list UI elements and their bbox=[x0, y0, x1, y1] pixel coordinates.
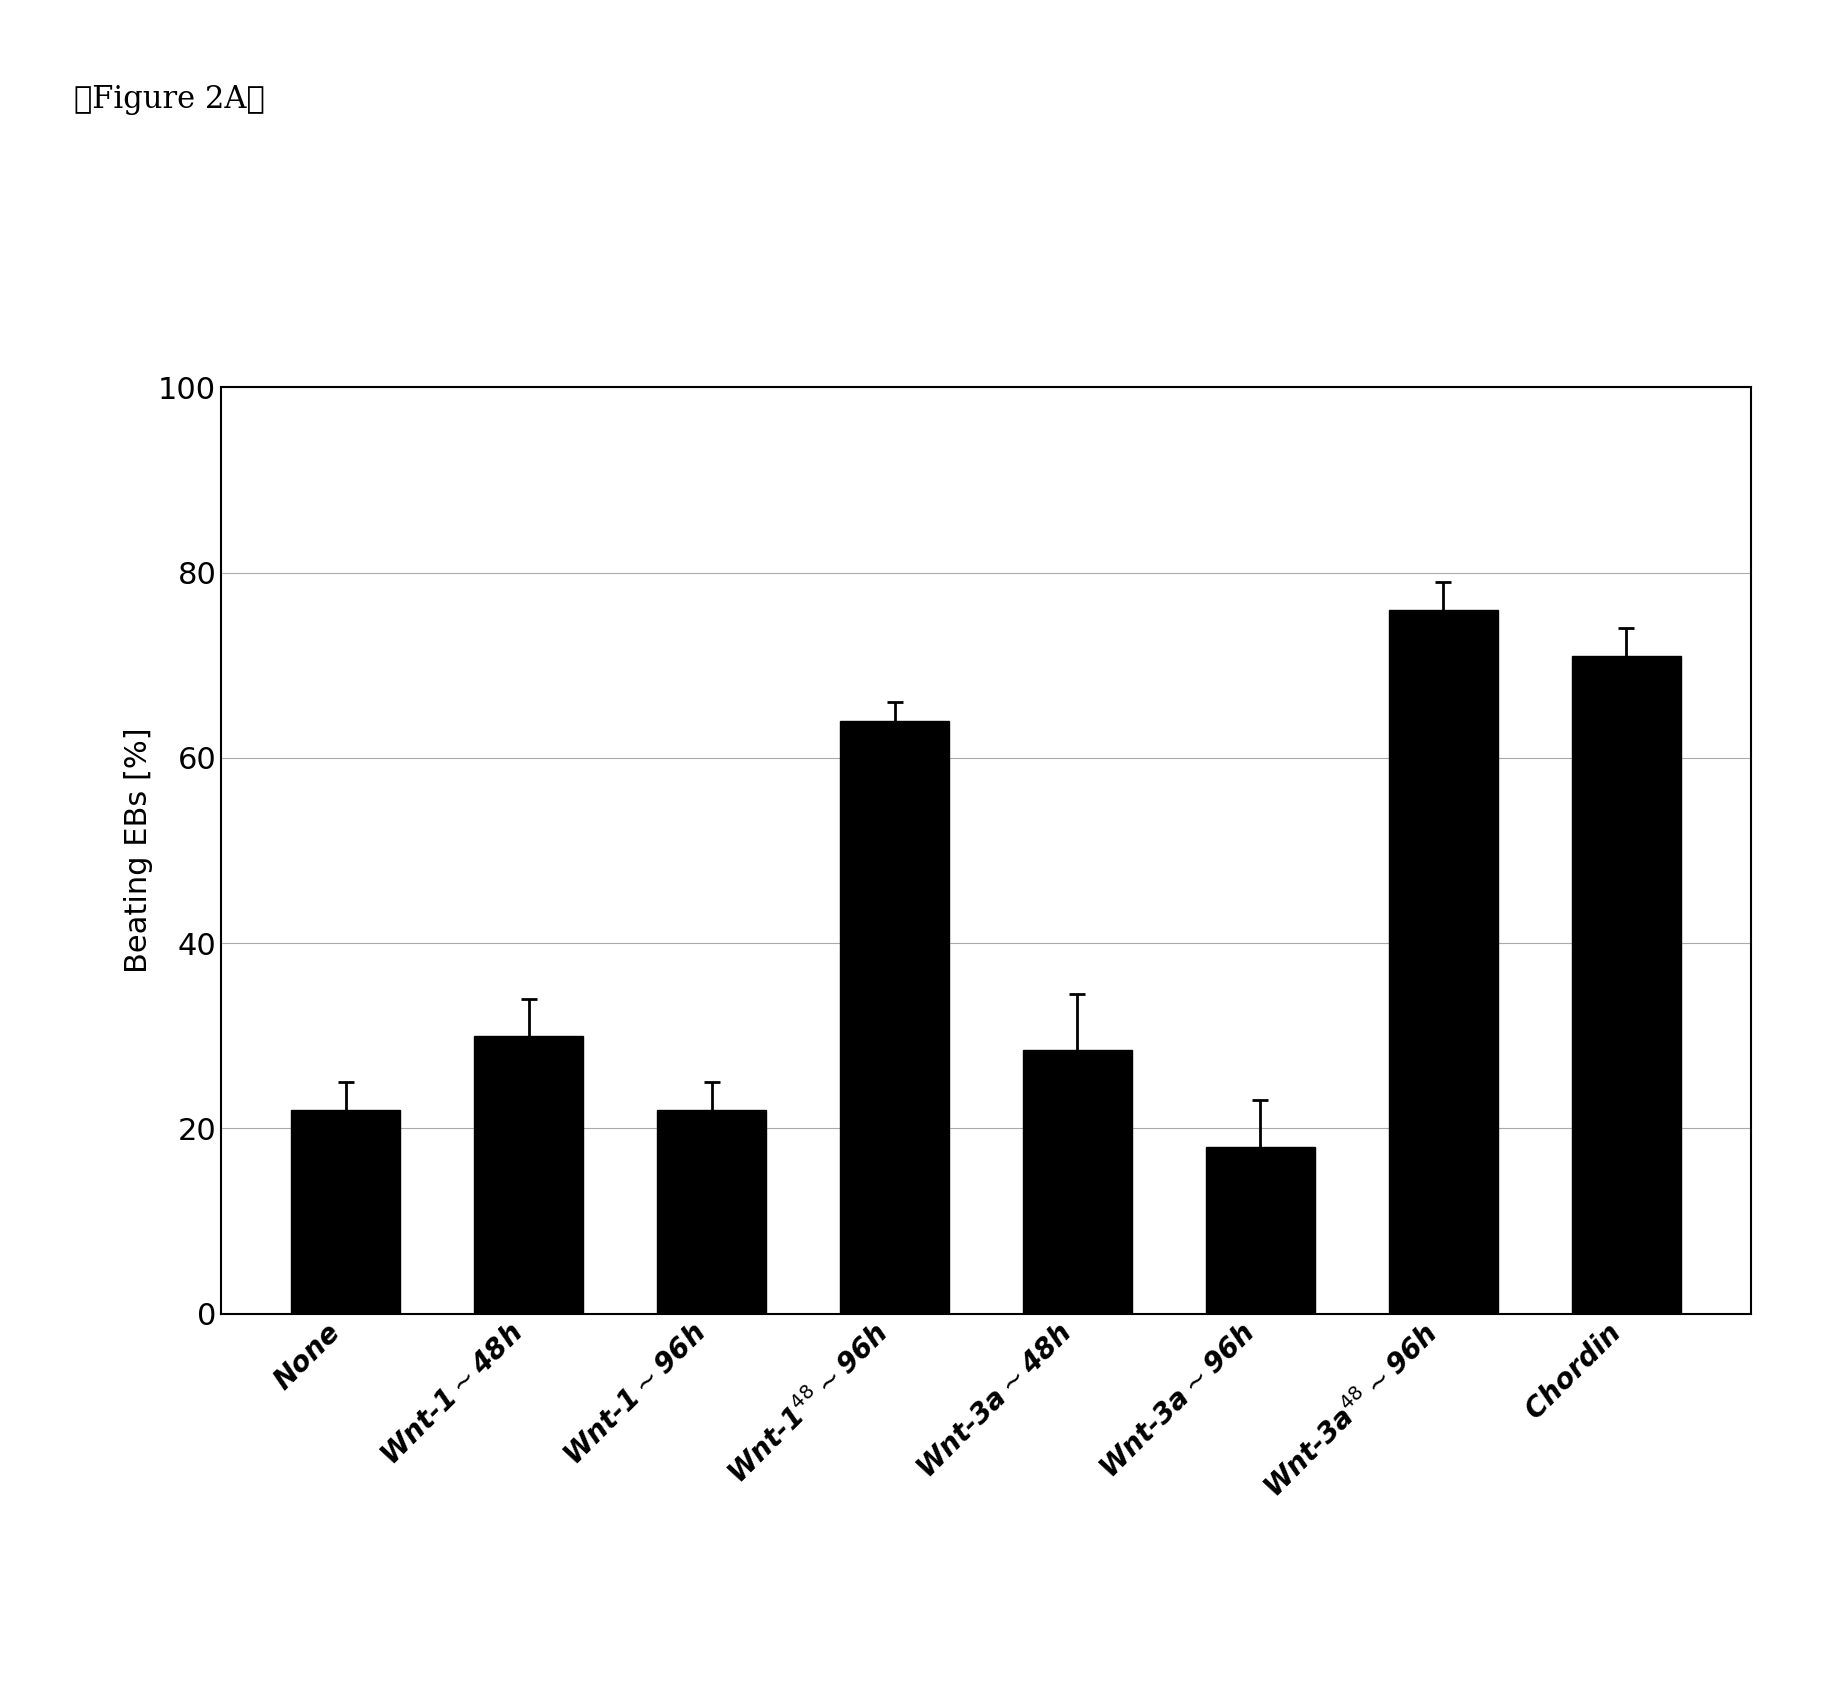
Text: 『Figure 2A』: 『Figure 2A』 bbox=[74, 84, 264, 115]
Bar bbox=[1023, 1049, 1132, 1314]
Y-axis label: Beating EBs [%]: Beating EBs [%] bbox=[123, 727, 153, 973]
Bar bbox=[840, 721, 949, 1314]
Bar bbox=[1572, 655, 1681, 1314]
Bar bbox=[1388, 610, 1498, 1314]
Bar bbox=[656, 1110, 767, 1314]
Bar bbox=[291, 1110, 400, 1314]
Bar bbox=[1205, 1147, 1316, 1314]
Bar bbox=[474, 1036, 584, 1314]
